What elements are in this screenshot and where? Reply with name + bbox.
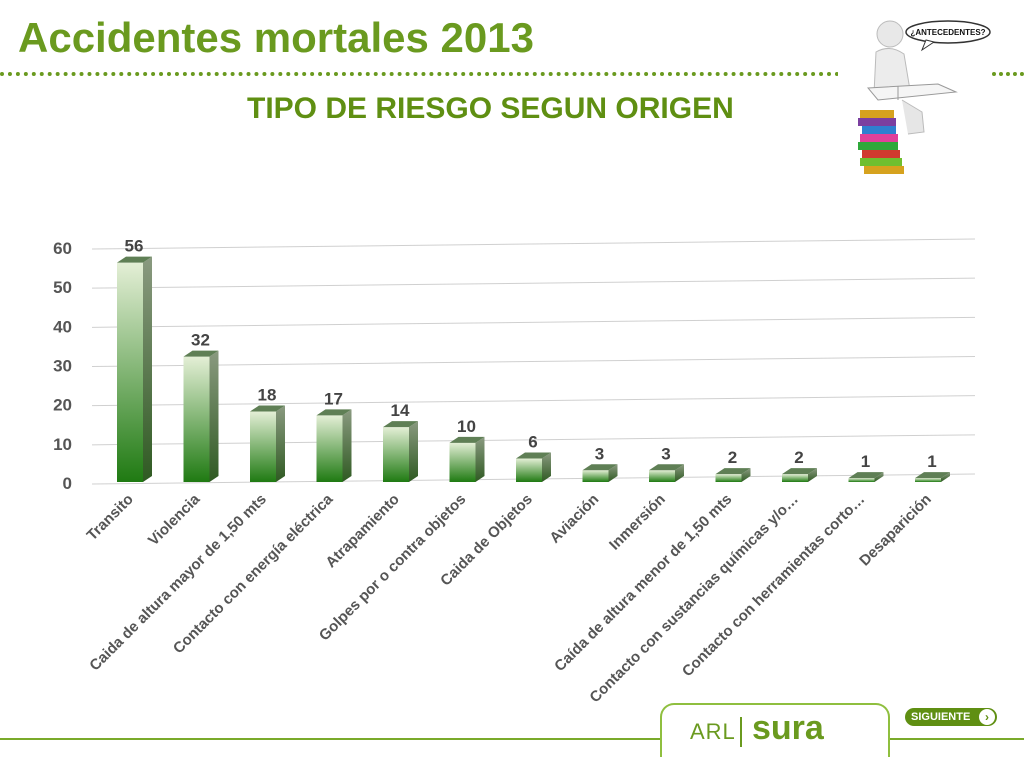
bar	[250, 405, 285, 482]
y-tick-label: 10	[53, 435, 72, 454]
data-label: 6	[528, 433, 537, 452]
y-tick-label: 0	[63, 474, 72, 493]
bar	[915, 472, 950, 482]
logo-sura-text: sura	[752, 709, 824, 747]
data-label: 3	[661, 444, 670, 463]
next-button-label: SIGUIENTE	[911, 711, 971, 723]
next-button[interactable]: SIGUIENTE ›	[905, 708, 997, 726]
y-tick-label: 30	[53, 357, 72, 376]
bar	[582, 464, 618, 482]
x-tick-label: Inmersión	[606, 491, 669, 554]
chart-subtitle: TIPO DE RIESGO SEGUN ORIGEN	[247, 92, 734, 125]
x-tick-label: Transito	[84, 491, 137, 544]
chevron-right-icon: ›	[979, 709, 995, 725]
data-label: 1	[927, 452, 936, 471]
speech-bubble-text: ¿ANTECEDENTES?	[910, 28, 985, 37]
data-label: 17	[324, 389, 343, 408]
logo-arl-text: ARL	[690, 719, 736, 744]
data-label: 1	[861, 452, 870, 471]
title-divider-right	[992, 72, 1024, 76]
gridline	[91, 238, 976, 250]
data-label: 3	[595, 444, 604, 463]
gridlines	[91, 238, 976, 485]
person-reading-on-books-icon: ¿ANTECEDENTES?	[838, 12, 992, 178]
y-tick-label: 50	[53, 278, 72, 297]
data-label: 2	[794, 448, 803, 467]
gridline	[91, 277, 976, 289]
gridline	[91, 316, 976, 328]
bar	[383, 421, 418, 482]
bar	[848, 472, 884, 482]
bar	[649, 464, 684, 482]
bar	[117, 256, 152, 482]
bar	[316, 409, 352, 482]
logo-separator	[740, 717, 742, 747]
bar	[449, 436, 485, 482]
data-label: 14	[391, 401, 410, 420]
data-label: 18	[258, 386, 277, 405]
gridline	[91, 356, 976, 367]
arl-sura-logo: ARL sura	[660, 703, 890, 757]
footer-divider	[0, 738, 1024, 740]
x-tick-label: Violencia	[145, 490, 204, 549]
y-axis-ticks: 0 10 20 30 40 50 60	[53, 239, 72, 493]
y-tick-label: 40	[53, 317, 72, 336]
gridline	[91, 434, 976, 446]
bar	[516, 452, 551, 482]
bar	[782, 468, 817, 482]
y-tick-label: 20	[53, 396, 72, 415]
gridline	[91, 395, 976, 407]
page-title: Accidentes mortales 2013	[18, 14, 534, 61]
data-label: 10	[457, 417, 476, 436]
data-label: 2	[728, 448, 737, 467]
bar	[183, 350, 219, 482]
data-label: 32	[191, 331, 210, 350]
data-label: 56	[125, 237, 144, 256]
title-divider	[0, 72, 840, 76]
speech-bubble	[905, 20, 991, 44]
bar	[715, 468, 751, 482]
y-tick-label: 60	[53, 239, 72, 258]
x-tick-label: Aviación	[546, 491, 602, 547]
